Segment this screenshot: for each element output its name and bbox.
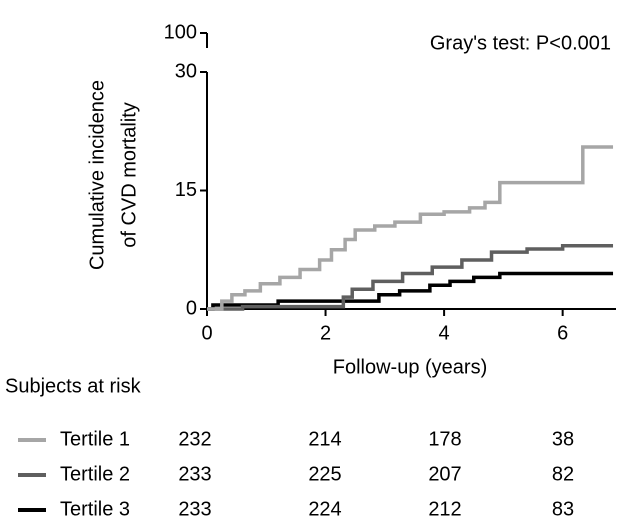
x-tick-label: 0: [201, 322, 212, 344]
legend-label: Tertile 1: [60, 428, 130, 450]
at-risk-value: 178: [428, 428, 461, 450]
legend-label: Tertile 3: [60, 498, 130, 520]
at-risk-value: 214: [308, 428, 341, 450]
at-risk-value: 82: [552, 463, 574, 485]
x-tick-label: 4: [439, 322, 450, 344]
step-line: [207, 145, 614, 311]
y-tick-label: 30: [175, 60, 197, 82]
legend-label: Tertile 2: [60, 463, 130, 485]
at-risk-value: 233: [178, 498, 211, 520]
step-line: [207, 244, 614, 311]
y-tick-label: 0: [186, 297, 197, 319]
y-axis-label: Cumulative incidence: [86, 80, 108, 270]
at-risk-value: 207: [428, 463, 461, 485]
at-risk-value: 232: [178, 428, 211, 450]
annotation: Gray's test: P<0.001: [430, 32, 611, 54]
y-break-tick-label: 100: [164, 21, 197, 43]
at-risk-value: 83: [552, 498, 574, 520]
y-axis-label: of CVD mortality: [118, 102, 140, 248]
at-risk-value: 212: [428, 498, 461, 520]
at-risk-value: 225: [308, 463, 341, 485]
y-tick-label: 15: [175, 179, 197, 201]
step-line: [207, 271, 614, 311]
at-risk-value: 224: [308, 498, 341, 520]
x-axis-label: Follow-up (years): [333, 356, 487, 378]
risk-title: Subjects at risk: [5, 375, 142, 397]
x-tick-label: 6: [557, 322, 568, 344]
at-risk-value: 38: [552, 428, 574, 450]
at-risk-value: 233: [178, 463, 211, 485]
x-tick-label: 2: [320, 322, 331, 344]
